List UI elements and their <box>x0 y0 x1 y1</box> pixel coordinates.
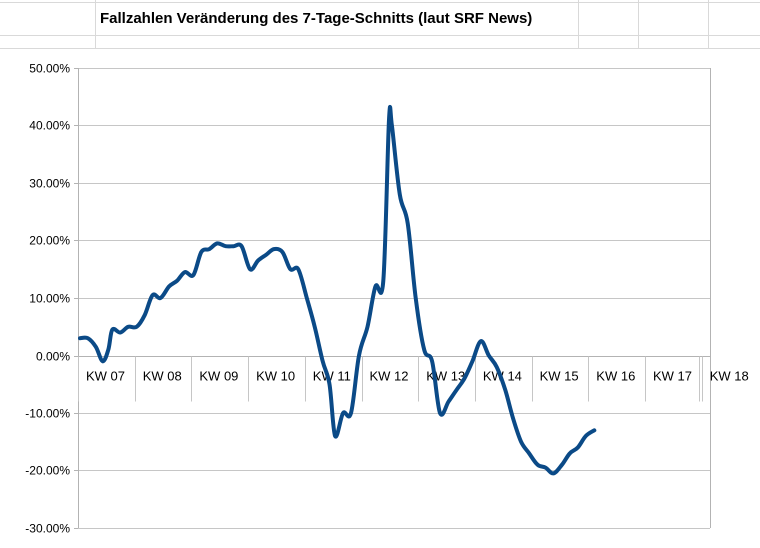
y-tick-label: 10.00% <box>29 292 70 306</box>
series-layer <box>78 104 597 476</box>
y-tick-label: -30.00% <box>25 522 70 536</box>
x-category-label: KW 08 <box>143 369 182 384</box>
data-point <box>135 325 138 328</box>
data-point <box>390 124 394 127</box>
data-point <box>382 279 385 282</box>
data-point <box>593 429 596 432</box>
data-point <box>447 400 450 403</box>
y-tick-label: -10.00% <box>25 407 70 421</box>
data-point <box>297 268 300 271</box>
data-point <box>175 279 179 282</box>
data-point <box>256 259 260 262</box>
data-point <box>504 388 507 392</box>
data-point <box>264 253 268 257</box>
data-point <box>438 411 442 415</box>
data-point <box>151 293 154 297</box>
x-axis-category-labels: KW 07 KW 08 KW 09 KW 10 KW 11 KW 12 KW 13 KW 14… <box>86 369 749 384</box>
data-point <box>366 325 369 328</box>
x-category-label: KW 18 <box>710 369 749 384</box>
data-point <box>430 360 434 363</box>
x-category-label: KW 12 <box>370 369 409 384</box>
data-point <box>159 296 162 300</box>
y-axis-tick-labels: 50.00% 40.00% 30.00% 20.00% 10.00% 0.00% -10.0… <box>25 62 70 536</box>
data-point <box>313 325 316 328</box>
data-point <box>387 118 391 122</box>
series-line[interactable] <box>78 104 597 476</box>
data-point <box>471 360 474 363</box>
x-category-label: KW 10 <box>256 369 295 384</box>
data-point <box>167 285 171 288</box>
data-point <box>119 331 122 334</box>
data-point <box>232 245 235 248</box>
data-point <box>414 296 417 300</box>
data-point <box>552 472 555 475</box>
y-tick-label: 30.00% <box>29 177 70 191</box>
data-point <box>111 328 114 331</box>
y-tick-label: 20.00% <box>29 234 70 248</box>
data-point <box>349 411 353 415</box>
y-tick-label: 0.00% <box>36 350 70 364</box>
data-point <box>527 452 531 455</box>
data-point <box>463 377 466 380</box>
data-point <box>200 250 203 254</box>
data-point <box>423 348 426 351</box>
x-category-label: KW 09 <box>199 369 238 384</box>
data-point <box>281 250 284 254</box>
x-category-label: KW 07 <box>86 369 125 384</box>
data-point <box>78 337 82 340</box>
data-point <box>305 296 308 300</box>
data-point <box>536 463 539 466</box>
y-tick-label: -20.00% <box>25 464 70 478</box>
x-category-label: KW 16 <box>596 369 635 384</box>
data-point <box>86 337 90 340</box>
data-point <box>107 348 110 351</box>
data-point <box>272 247 276 251</box>
data-point <box>406 222 409 225</box>
data-point <box>357 354 361 357</box>
data-point <box>321 360 324 363</box>
x-category-label: KW 15 <box>540 369 579 384</box>
data-point <box>127 325 130 328</box>
data-point <box>208 247 211 251</box>
data-point <box>487 354 490 357</box>
data-point <box>568 452 572 455</box>
axes <box>74 68 711 529</box>
chart-title: Fallzahlen Veränderung des 7-Tage-Schnit… <box>100 10 533 27</box>
data-point <box>289 268 292 271</box>
data-point <box>333 434 337 438</box>
data-point <box>216 242 219 245</box>
data-point <box>479 339 483 343</box>
data-point <box>374 285 377 288</box>
data-point <box>143 314 146 317</box>
data-point <box>495 365 498 369</box>
data-point <box>584 434 587 438</box>
data-point <box>94 345 98 349</box>
x-category-label: KW 17 <box>653 369 692 384</box>
y-tick-label: 50.00% <box>29 62 70 76</box>
data-point <box>512 417 515 420</box>
data-point <box>101 360 104 363</box>
data-point <box>519 440 523 443</box>
data-point <box>240 245 243 248</box>
data-point <box>544 466 547 469</box>
x-category-label: KW 11 <box>313 369 351 384</box>
data-point <box>341 411 345 415</box>
data-point <box>192 273 195 277</box>
data-point <box>398 193 401 196</box>
data-point <box>183 270 187 274</box>
data-point <box>224 245 227 248</box>
data-point <box>455 388 458 392</box>
y-tick-label: 40.00% <box>29 119 70 133</box>
data-point <box>560 463 564 466</box>
data-point <box>576 446 579 449</box>
data-point <box>248 268 252 271</box>
data-point <box>328 383 331 386</box>
